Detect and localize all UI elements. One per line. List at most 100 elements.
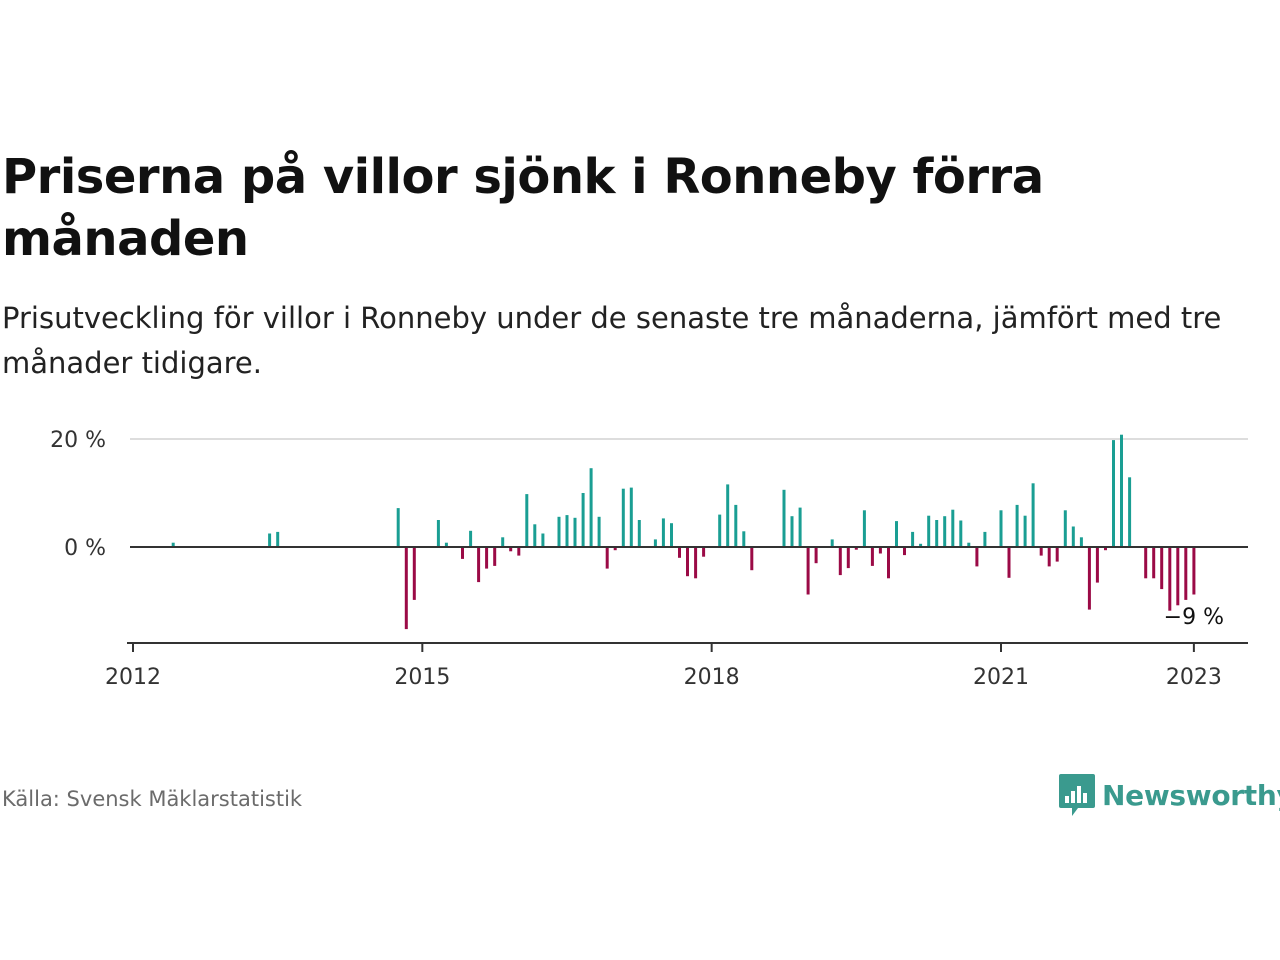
bar [903, 547, 906, 556]
bar [621, 488, 625, 547]
bar [171, 542, 175, 547]
bar [702, 547, 706, 557]
bar [1128, 477, 1132, 547]
x-tick-label: 2023 [1166, 665, 1222, 690]
bar [525, 494, 529, 547]
bar [895, 521, 898, 547]
x-tick-label: 2012 [105, 665, 161, 690]
x-tick-label: 2018 [684, 665, 740, 690]
bar [1047, 547, 1051, 567]
bar [637, 520, 641, 547]
chart-subtitle: Prisutveckling för villor i Ronneby unde… [2, 301, 1222, 380]
axis-layer [127, 546, 1248, 652]
source-note: Källa: Svensk Mäklarstatistik [2, 787, 303, 811]
bar [718, 514, 722, 547]
bar [750, 547, 754, 571]
bar [1104, 547, 1107, 551]
bar [653, 539, 657, 547]
bar [1031, 483, 1035, 547]
bar [268, 533, 272, 547]
bar [951, 509, 955, 547]
bars-layer [171, 434, 1196, 630]
bar [661, 518, 665, 547]
bar [887, 547, 890, 579]
bar [838, 547, 842, 576]
labels-layer: 0 % 20 % 2012 2015 2018 2021 2023 −9 % [50, 428, 1224, 690]
bar [870, 547, 874, 566]
bar [1144, 547, 1148, 579]
bar [1160, 547, 1164, 590]
bar [806, 547, 810, 595]
bar [798, 507, 802, 547]
bar [557, 516, 561, 547]
bar [1007, 547, 1011, 578]
bar [927, 515, 931, 547]
bar [854, 547, 858, 550]
bar [1063, 510, 1067, 547]
x-tick-label: 2015 [394, 665, 450, 690]
bar [694, 547, 698, 579]
bar [1023, 515, 1027, 547]
bar [565, 515, 569, 547]
bar [404, 547, 408, 630]
bar [1039, 547, 1043, 556]
bar [999, 510, 1003, 547]
bar [444, 542, 448, 547]
bar [983, 531, 987, 547]
bar [959, 520, 963, 547]
bar [790, 516, 794, 547]
bar-chart-speech-bubble-icon [1059, 774, 1095, 816]
bar [742, 531, 746, 547]
bar [1176, 547, 1180, 606]
bar [1015, 504, 1019, 547]
bar [967, 542, 971, 547]
bar [276, 531, 280, 547]
bar [412, 547, 416, 600]
brand-logo: Newsworthy [1058, 772, 1280, 818]
bar [678, 547, 681, 558]
bar [493, 547, 497, 566]
bar [396, 508, 400, 547]
bar [1055, 547, 1059, 562]
bar [911, 531, 915, 547]
bar [1087, 547, 1091, 610]
bar [1192, 547, 1196, 595]
bar [469, 530, 473, 547]
bar [1168, 547, 1172, 611]
bar [517, 547, 521, 556]
bar [943, 516, 947, 547]
bar [501, 537, 505, 547]
bar-chart: 0 % 20 % 2012 2015 2018 2021 2023 −9 % [50, 428, 1248, 690]
bar [485, 547, 489, 569]
bar [782, 489, 786, 547]
bar [629, 487, 633, 547]
brand-name: Newsworthy [1102, 778, 1280, 812]
bar [509, 547, 513, 552]
bar [814, 547, 818, 564]
bar [573, 517, 577, 547]
bar [541, 533, 545, 547]
bar [1152, 547, 1156, 579]
annotation-label: −9 % [1164, 605, 1224, 630]
bar [1079, 537, 1083, 547]
bar [1095, 547, 1099, 583]
bar [436, 520, 440, 547]
x-tick-label: 2021 [973, 665, 1029, 690]
bar [613, 547, 617, 551]
y-tick-label: 0 % [64, 536, 106, 561]
bar [1112, 440, 1115, 547]
bar [830, 539, 834, 547]
bar [975, 547, 979, 567]
bar [935, 520, 939, 547]
bar [581, 493, 585, 547]
bar [533, 524, 537, 547]
bar [878, 547, 882, 554]
bar [589, 468, 593, 547]
bar [686, 547, 689, 577]
bar [846, 547, 850, 569]
chart-title: Priserna på villor sjönk i Ronneby förra… [2, 149, 1044, 267]
bar [1120, 434, 1123, 547]
bar [605, 547, 609, 569]
bar [726, 484, 730, 547]
bar [1071, 526, 1075, 547]
